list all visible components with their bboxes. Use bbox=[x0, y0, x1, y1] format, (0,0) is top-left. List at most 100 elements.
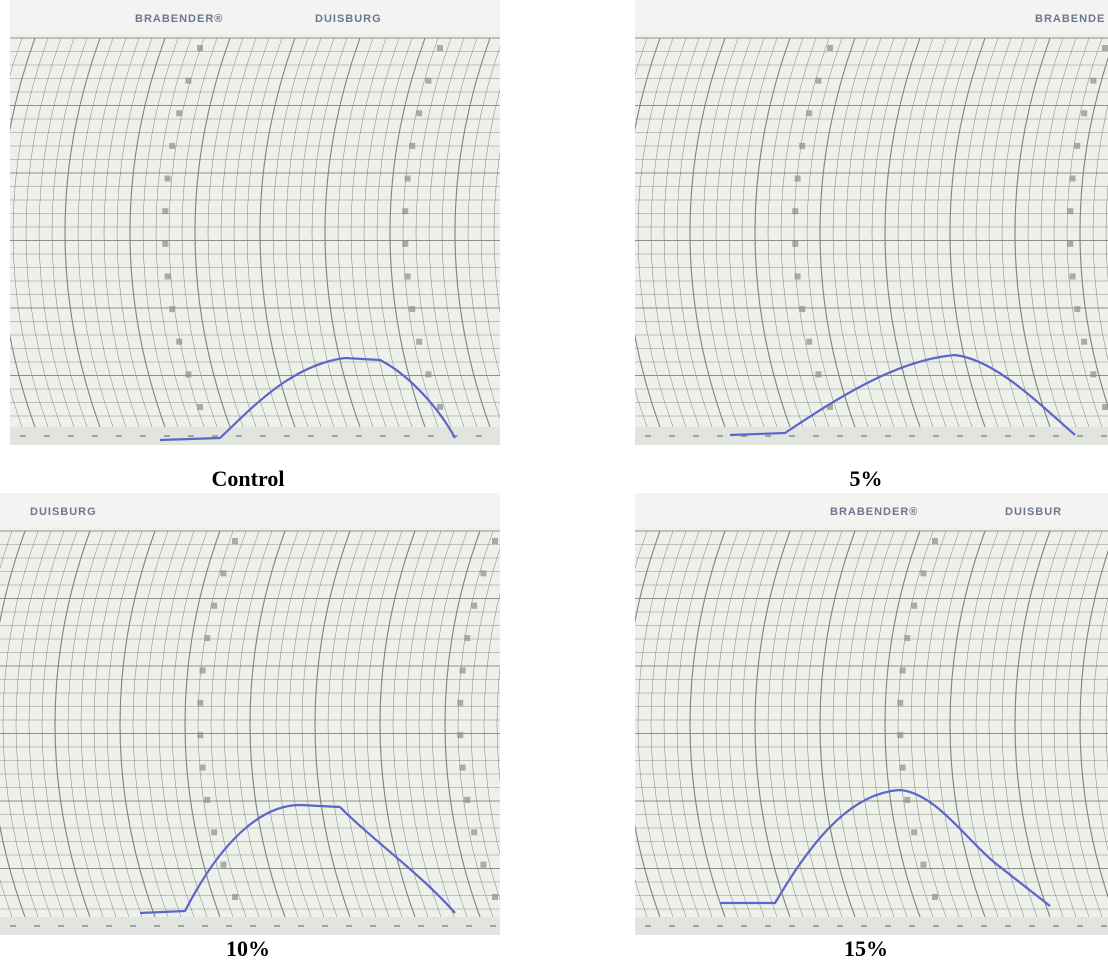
scale-dot bbox=[920, 570, 927, 577]
header-band bbox=[0, 493, 500, 527]
grid-arc bbox=[923, 530, 960, 918]
scale-dot bbox=[1081, 338, 1088, 345]
scale-dot bbox=[457, 699, 464, 706]
grid-arc bbox=[1092, 104, 1108, 361]
scale-dot bbox=[409, 142, 416, 149]
grid-arc bbox=[415, 37, 452, 428]
scale-dot bbox=[185, 371, 192, 378]
scale-dot bbox=[471, 829, 478, 836]
scale-dot bbox=[1067, 208, 1074, 215]
blue-trace bbox=[729, 353, 1076, 437]
grid-arc bbox=[363, 37, 400, 428]
grid-arc bbox=[25, 37, 62, 428]
grid-arc bbox=[337, 37, 374, 428]
grid-arc bbox=[392, 530, 429, 918]
scale-dot bbox=[897, 699, 904, 706]
grid-arc bbox=[715, 530, 752, 918]
grid-arc bbox=[480, 88, 500, 377]
chart-paper: BRABENDER® DUISBURG bbox=[10, 0, 500, 445]
grid-arc bbox=[962, 37, 999, 428]
header-text: BRABENDER® bbox=[135, 13, 223, 25]
scale-dot bbox=[806, 110, 813, 117]
scale-dot bbox=[794, 175, 801, 182]
scale-dot bbox=[827, 45, 833, 51]
grid-arc bbox=[181, 37, 218, 428]
grid-arc bbox=[288, 530, 325, 918]
grid-arc bbox=[64, 37, 101, 428]
grid-arc bbox=[0, 530, 26, 918]
grid-arc bbox=[41, 530, 78, 918]
scale-dot bbox=[197, 45, 203, 51]
grid-arc bbox=[444, 530, 481, 918]
grid-arc bbox=[223, 530, 260, 918]
grid-arc bbox=[832, 530, 869, 918]
grid-arc bbox=[728, 530, 765, 918]
grid-arc bbox=[1027, 37, 1064, 428]
grid-arc bbox=[493, 150, 500, 315]
scale-dot bbox=[425, 371, 432, 378]
scale-dot bbox=[204, 796, 211, 803]
grid-arc bbox=[155, 37, 192, 428]
grid-arc bbox=[38, 37, 75, 428]
grid-arc bbox=[275, 530, 312, 918]
header-text: BRABENDER® bbox=[830, 506, 918, 518]
grid-arc bbox=[884, 530, 921, 918]
blue-trace bbox=[720, 788, 1051, 907]
grid-arc bbox=[116, 37, 153, 428]
grid-arc bbox=[741, 530, 778, 918]
grid-arc bbox=[441, 37, 478, 428]
grid-arc bbox=[1001, 37, 1038, 428]
grid-arc bbox=[858, 530, 895, 918]
scale-dot bbox=[899, 667, 906, 674]
scale-dot bbox=[1074, 306, 1081, 313]
grid-arc bbox=[210, 530, 247, 918]
grid-arc bbox=[467, 45, 500, 420]
scale-dot bbox=[404, 175, 411, 182]
grid-arc bbox=[129, 37, 166, 428]
grid-arc bbox=[67, 530, 104, 918]
grid-arc bbox=[470, 547, 500, 901]
scale-strip bbox=[635, 427, 1108, 445]
grid-arc bbox=[12, 37, 49, 428]
grid-arc bbox=[285, 37, 322, 428]
scale-dot bbox=[827, 404, 833, 410]
scale-dot bbox=[199, 667, 206, 674]
scale-dot bbox=[1102, 404, 1108, 410]
header-band bbox=[635, 493, 1108, 527]
grid-arc bbox=[806, 37, 843, 428]
grid-arc bbox=[1105, 675, 1108, 773]
grid-arc bbox=[207, 37, 244, 428]
grid-arc bbox=[418, 530, 455, 918]
scale-dot bbox=[1090, 371, 1097, 378]
grid-arc bbox=[340, 530, 377, 918]
grid-arc bbox=[184, 530, 221, 918]
grid-arc bbox=[197, 530, 234, 918]
grid-arc bbox=[819, 530, 856, 918]
grid-arc bbox=[689, 530, 726, 918]
grid-arc bbox=[376, 37, 413, 428]
grid-arc bbox=[689, 37, 726, 428]
grid-arc bbox=[311, 37, 348, 428]
grid-arc bbox=[676, 530, 713, 918]
grid-arc bbox=[650, 37, 687, 428]
scale-dot bbox=[164, 273, 171, 280]
scale-dot bbox=[1069, 273, 1076, 280]
grid-arc bbox=[832, 37, 869, 428]
grid-arc bbox=[249, 530, 286, 918]
blue-trace bbox=[159, 356, 456, 442]
scale-dot bbox=[197, 404, 203, 410]
grid-arc bbox=[106, 530, 143, 918]
grid-arc bbox=[1001, 530, 1038, 918]
grid-arc bbox=[897, 37, 934, 428]
grid-arc bbox=[650, 530, 687, 918]
grid-arc bbox=[259, 37, 296, 428]
grid-arc bbox=[793, 530, 830, 918]
grid-arc bbox=[77, 37, 114, 428]
chart-photo: BRABENDE bbox=[635, 0, 1108, 445]
scale-dot bbox=[232, 538, 238, 544]
grid-arc bbox=[236, 530, 273, 918]
grid-arc bbox=[350, 37, 387, 428]
scale-dot bbox=[1069, 175, 1076, 182]
scale-dot bbox=[911, 602, 918, 609]
